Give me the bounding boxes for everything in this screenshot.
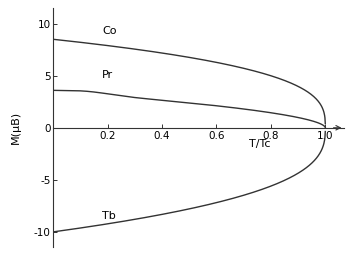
Text: Pr: Pr [102, 70, 113, 80]
Text: Tb: Tb [102, 211, 116, 221]
Text: M(μB): M(μB) [10, 111, 20, 144]
Text: T/Tc: T/Tc [249, 139, 271, 148]
Text: Co: Co [102, 26, 117, 36]
